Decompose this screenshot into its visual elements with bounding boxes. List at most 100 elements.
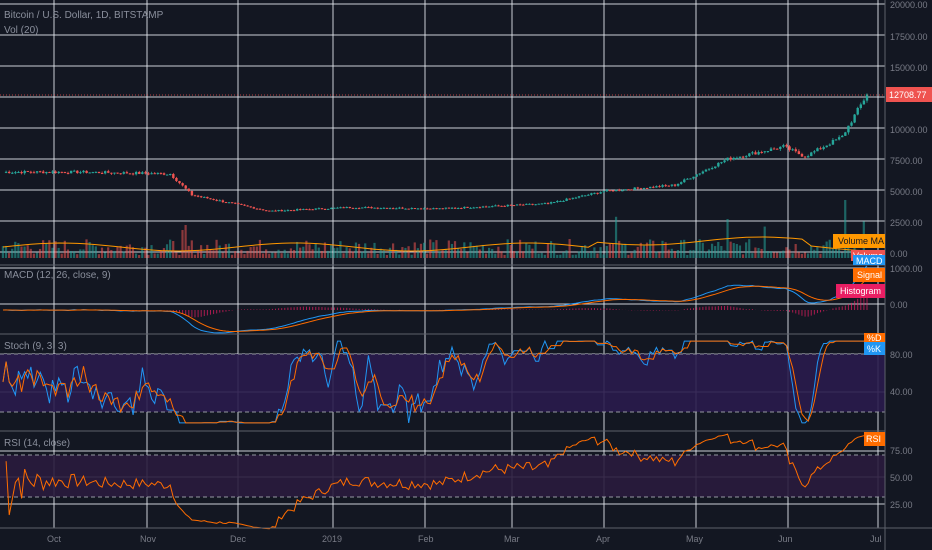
- volume-bar: [810, 245, 813, 258]
- candle-body: [667, 185, 671, 187]
- volume-bar: [60, 253, 63, 258]
- candle-body: [704, 169, 708, 172]
- volume-bar: [553, 244, 556, 258]
- volume-bar: [559, 254, 562, 258]
- candle-body: [292, 210, 296, 212]
- candle-body: [134, 171, 138, 175]
- volume-bar: [596, 253, 599, 258]
- candle-body: [113, 172, 116, 174]
- candle-body: [670, 184, 674, 186]
- volume-bar: [590, 250, 593, 258]
- volume-bar: [426, 253, 429, 258]
- volume-bar: [295, 241, 299, 258]
- volume-bar: [828, 239, 831, 258]
- volume-title[interactable]: Vol (20): [4, 25, 38, 36]
- candle-body: [69, 170, 73, 174]
- candle-body: [478, 207, 482, 209]
- volume-bar: [110, 250, 113, 258]
- candle-body: [720, 162, 723, 164]
- volume-bar: [766, 250, 769, 258]
- candle-body: [314, 208, 317, 210]
- volume-bar: [450, 243, 454, 258]
- volume-bar: [410, 254, 413, 258]
- candle-body: [698, 173, 701, 175]
- signal-line: [3, 277, 868, 332]
- rsi-title[interactable]: RSI (14, close): [4, 438, 70, 449]
- volume-bar: [35, 252, 39, 258]
- macd-axis[interactable]: 1000.00 0.00: [890, 264, 923, 310]
- candle-body: [144, 172, 147, 174]
- price-candles[interactable]: [4, 93, 869, 212]
- histogram-tag[interactable]: [836, 284, 885, 298]
- candle-body: [528, 203, 531, 205]
- rsi-axis[interactable]: 75.00 50.00 25.00: [890, 446, 913, 510]
- price-axis[interactable]: 20000.00 17500.00 15000.00 10000.00 7500…: [886, 0, 932, 259]
- price-tick: 5000.00: [890, 187, 923, 197]
- candle-body: [94, 171, 98, 173]
- volume-bar: [571, 254, 574, 258]
- time-axis[interactable]: Oct Nov Dec 2019 Feb Mar Apr May Jun Jul: [47, 534, 882, 544]
- candle-body: [224, 202, 228, 204]
- volume-bar: [692, 249, 695, 258]
- volume-ma-line: [2, 236, 868, 252]
- volume-bar: [116, 246, 119, 258]
- volume-bar: [4, 245, 8, 258]
- volume-bar: [274, 252, 277, 258]
- macd-tag[interactable]: [853, 255, 885, 265]
- candle-body: [150, 173, 153, 175]
- candle-body: [376, 207, 379, 209]
- candle-body: [664, 185, 667, 187]
- volume-bar: [732, 243, 735, 258]
- rsi-tag[interactable]: [864, 432, 885, 446]
- symbol-title[interactable]: Bitcoin / U.S. Dollar, 1D, BITSTAMP: [4, 10, 164, 21]
- candle-body: [466, 206, 469, 208]
- last-price-label: 12708.77: [889, 90, 927, 100]
- candle-body: [274, 210, 277, 212]
- stoch-k-tag[interactable]: [864, 342, 885, 355]
- candle-body: [252, 207, 256, 209]
- candle-body: [630, 189, 633, 191]
- stoch-d-tag[interactable]: [864, 333, 885, 342]
- candle-body: [361, 207, 364, 209]
- stoch-axis[interactable]: 80.00 40.00: [890, 350, 913, 397]
- candle-body: [85, 170, 88, 174]
- price-tick: 10000.00: [890, 125, 928, 135]
- volume-bar: [286, 253, 289, 258]
- volume-bar: [472, 245, 475, 258]
- volume-bar: [664, 242, 667, 258]
- signal-tag[interactable]: [853, 268, 885, 282]
- volume-bar: [710, 243, 714, 258]
- volume-bar: [525, 243, 528, 258]
- candle-body: [413, 208, 417, 210]
- volume-ma-tag[interactable]: [833, 234, 885, 248]
- volume-bar: [401, 247, 404, 258]
- volume-bar: [528, 244, 531, 258]
- candle-body: [125, 172, 129, 174]
- volume-bar: [382, 250, 385, 258]
- candle-body: [540, 203, 544, 205]
- candle-body: [432, 208, 435, 210]
- volume-bar: [556, 254, 559, 258]
- volume-bar: [73, 251, 76, 258]
- volume-bar: [751, 253, 754, 258]
- volume-bar: [209, 249, 212, 258]
- volume-bar: [841, 252, 844, 258]
- volume-bar: [568, 239, 571, 258]
- volume-bar: [370, 247, 373, 258]
- candle-body: [834, 139, 838, 141]
- legend-tags[interactable]: Volume MA Volume MACD Signal Histogram %…: [833, 234, 885, 446]
- last-price-badge: [886, 87, 932, 102]
- macd-title[interactable]: MACD (12, 26, close, 9): [4, 270, 111, 281]
- volume-bar: [169, 239, 172, 258]
- candle-body: [735, 157, 739, 159]
- volume-bar: [416, 248, 419, 258]
- candle-body: [726, 157, 729, 161]
- volume-bar: [822, 245, 825, 258]
- candle-body: [605, 189, 609, 192]
- volume-bar: [203, 253, 206, 258]
- volume-bar: [707, 249, 711, 258]
- stoch-title[interactable]: Stoch (9, 3, 3): [4, 341, 67, 352]
- volume-bar: [667, 249, 670, 258]
- candle-body: [741, 156, 745, 158]
